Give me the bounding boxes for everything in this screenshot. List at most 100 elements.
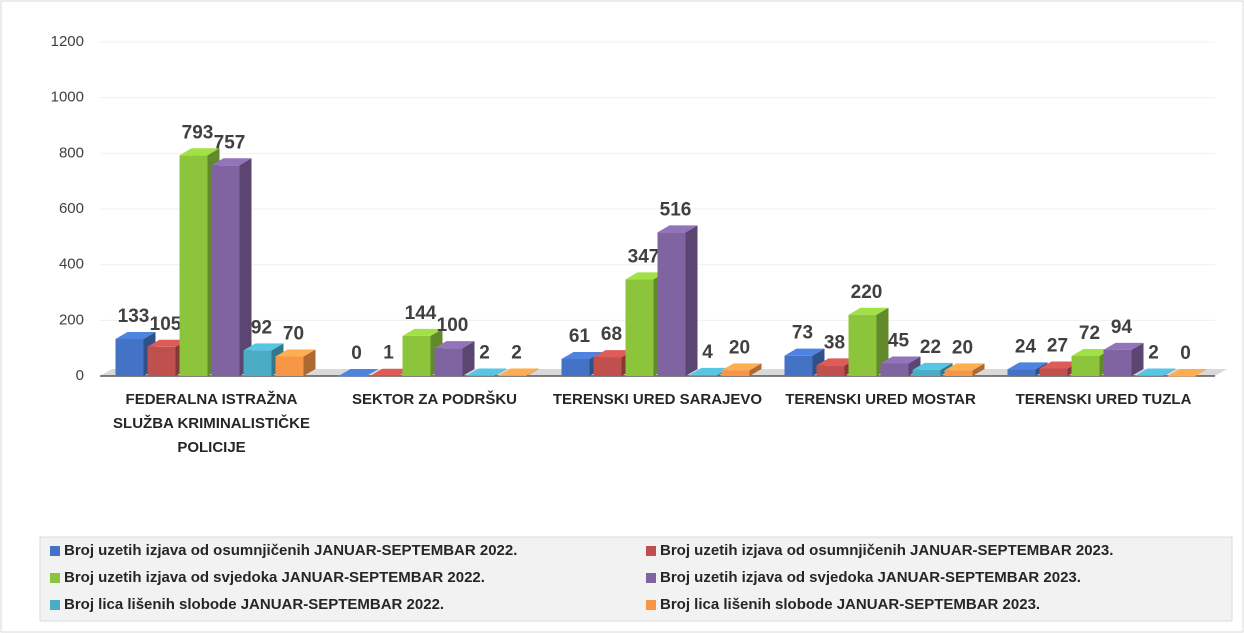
bar-side	[462, 341, 475, 376]
bar-front	[466, 375, 495, 376]
x-tick-label-box: TERENSKI URED SARAJEVO	[552, 391, 763, 408]
bar-side	[1163, 368, 1176, 376]
bar-top	[1039, 361, 1080, 369]
bar-side	[908, 356, 921, 376]
bar-front	[243, 350, 272, 376]
x-tick-label: TERENSKI URED SARAJEVO	[552, 391, 763, 408]
data-label: 4	[702, 342, 713, 363]
data-label: 516	[660, 199, 692, 220]
bar-side	[876, 307, 889, 376]
bar-top	[689, 367, 730, 375]
y-tick-label: 800	[59, 144, 84, 161]
bar-top	[370, 368, 411, 376]
bar-top	[912, 362, 953, 370]
bar-front	[1071, 355, 1100, 376]
y-tick-label: 400	[59, 256, 84, 273]
bar-front	[1167, 376, 1196, 377]
bar-front	[689, 374, 718, 376]
bar-front	[912, 369, 941, 376]
data-label: 38	[824, 332, 845, 353]
bar-front	[211, 165, 240, 376]
bar-top	[498, 368, 539, 376]
bar-top	[1071, 348, 1112, 356]
bar-top	[816, 358, 857, 366]
data-label: 92	[251, 317, 272, 338]
data-label: 0	[1180, 343, 1191, 364]
bar	[275, 349, 316, 376]
bar-front	[625, 279, 654, 376]
bar-top	[944, 363, 985, 371]
bar	[115, 331, 156, 376]
data-label: 105	[150, 314, 182, 335]
data-label: 20	[952, 337, 973, 358]
bar-top	[275, 349, 316, 357]
bar-top	[211, 158, 252, 166]
legend-swatch	[646, 573, 656, 583]
bar-front	[561, 359, 590, 376]
legend-swatch	[646, 600, 656, 610]
bar	[721, 363, 762, 376]
data-label: 133	[118, 306, 150, 327]
bar	[1103, 342, 1144, 376]
bar-top	[561, 352, 602, 360]
legend-label: Broj lica lišenih slobode JANUAR-SEPTEMB…	[660, 596, 1040, 613]
bar-front	[784, 355, 813, 376]
bar-front	[1103, 349, 1132, 376]
data-label: 100	[437, 315, 469, 336]
data-label: 347	[628, 246, 660, 267]
data-label: 94	[1111, 317, 1133, 338]
bar	[211, 158, 252, 376]
bar-front	[880, 363, 909, 376]
bar-top	[1007, 362, 1048, 370]
data-label: 72	[1079, 323, 1100, 344]
bar	[848, 307, 889, 376]
bar-side	[749, 363, 762, 376]
bar-top	[657, 225, 698, 233]
bar-front	[179, 155, 208, 376]
bar-top	[115, 331, 156, 339]
x-tick-label-box: TERENSKI URED MOSTAR	[785, 391, 976, 408]
data-label: 793	[182, 122, 214, 143]
data-label: 61	[569, 326, 591, 347]
y-tick-label: 600	[59, 200, 84, 217]
y-tick-label: 1200	[51, 33, 84, 50]
data-label: 68	[601, 324, 622, 345]
bar-top	[848, 307, 889, 315]
bar	[434, 341, 475, 376]
y-tick-label: 0	[76, 367, 84, 384]
bar-top	[1135, 368, 1176, 376]
data-label: 24	[1015, 336, 1037, 357]
bar	[1135, 368, 1176, 376]
bar-front	[498, 375, 527, 376]
bar	[880, 356, 921, 376]
bar-front	[1007, 369, 1036, 376]
legend-label: Broj uzetih izjava od osumnjičenih JANUA…	[64, 542, 517, 559]
bar-front	[370, 375, 399, 377]
bar-top	[593, 350, 634, 358]
bar	[466, 368, 507, 376]
bar-top	[880, 356, 921, 364]
bar-top	[466, 368, 507, 376]
bar-top	[784, 348, 825, 356]
x-tick-label-box: SEKTOR ZA PODRŠKU	[352, 391, 517, 408]
bar-top	[243, 343, 284, 351]
legend-box	[39, 536, 1233, 622]
bar	[338, 369, 379, 377]
x-tick-label: TERENSKI URED MOSTAR	[785, 391, 976, 408]
bar	[944, 363, 985, 376]
data-label: 144	[405, 303, 437, 324]
data-label: 45	[888, 330, 910, 351]
bar	[498, 368, 539, 376]
bar-front	[115, 338, 144, 376]
bar-side	[972, 363, 985, 376]
bar-front	[816, 365, 845, 376]
bar-side	[685, 225, 698, 376]
data-label: 20	[729, 337, 750, 358]
legend-label: Broj lica lišenih slobode JANUAR-SEPTEMB…	[64, 596, 444, 613]
legend-swatch	[50, 600, 60, 610]
bar	[657, 225, 698, 376]
bar-front	[275, 356, 304, 376]
bar-front	[721, 370, 750, 376]
bar-side	[239, 158, 252, 376]
